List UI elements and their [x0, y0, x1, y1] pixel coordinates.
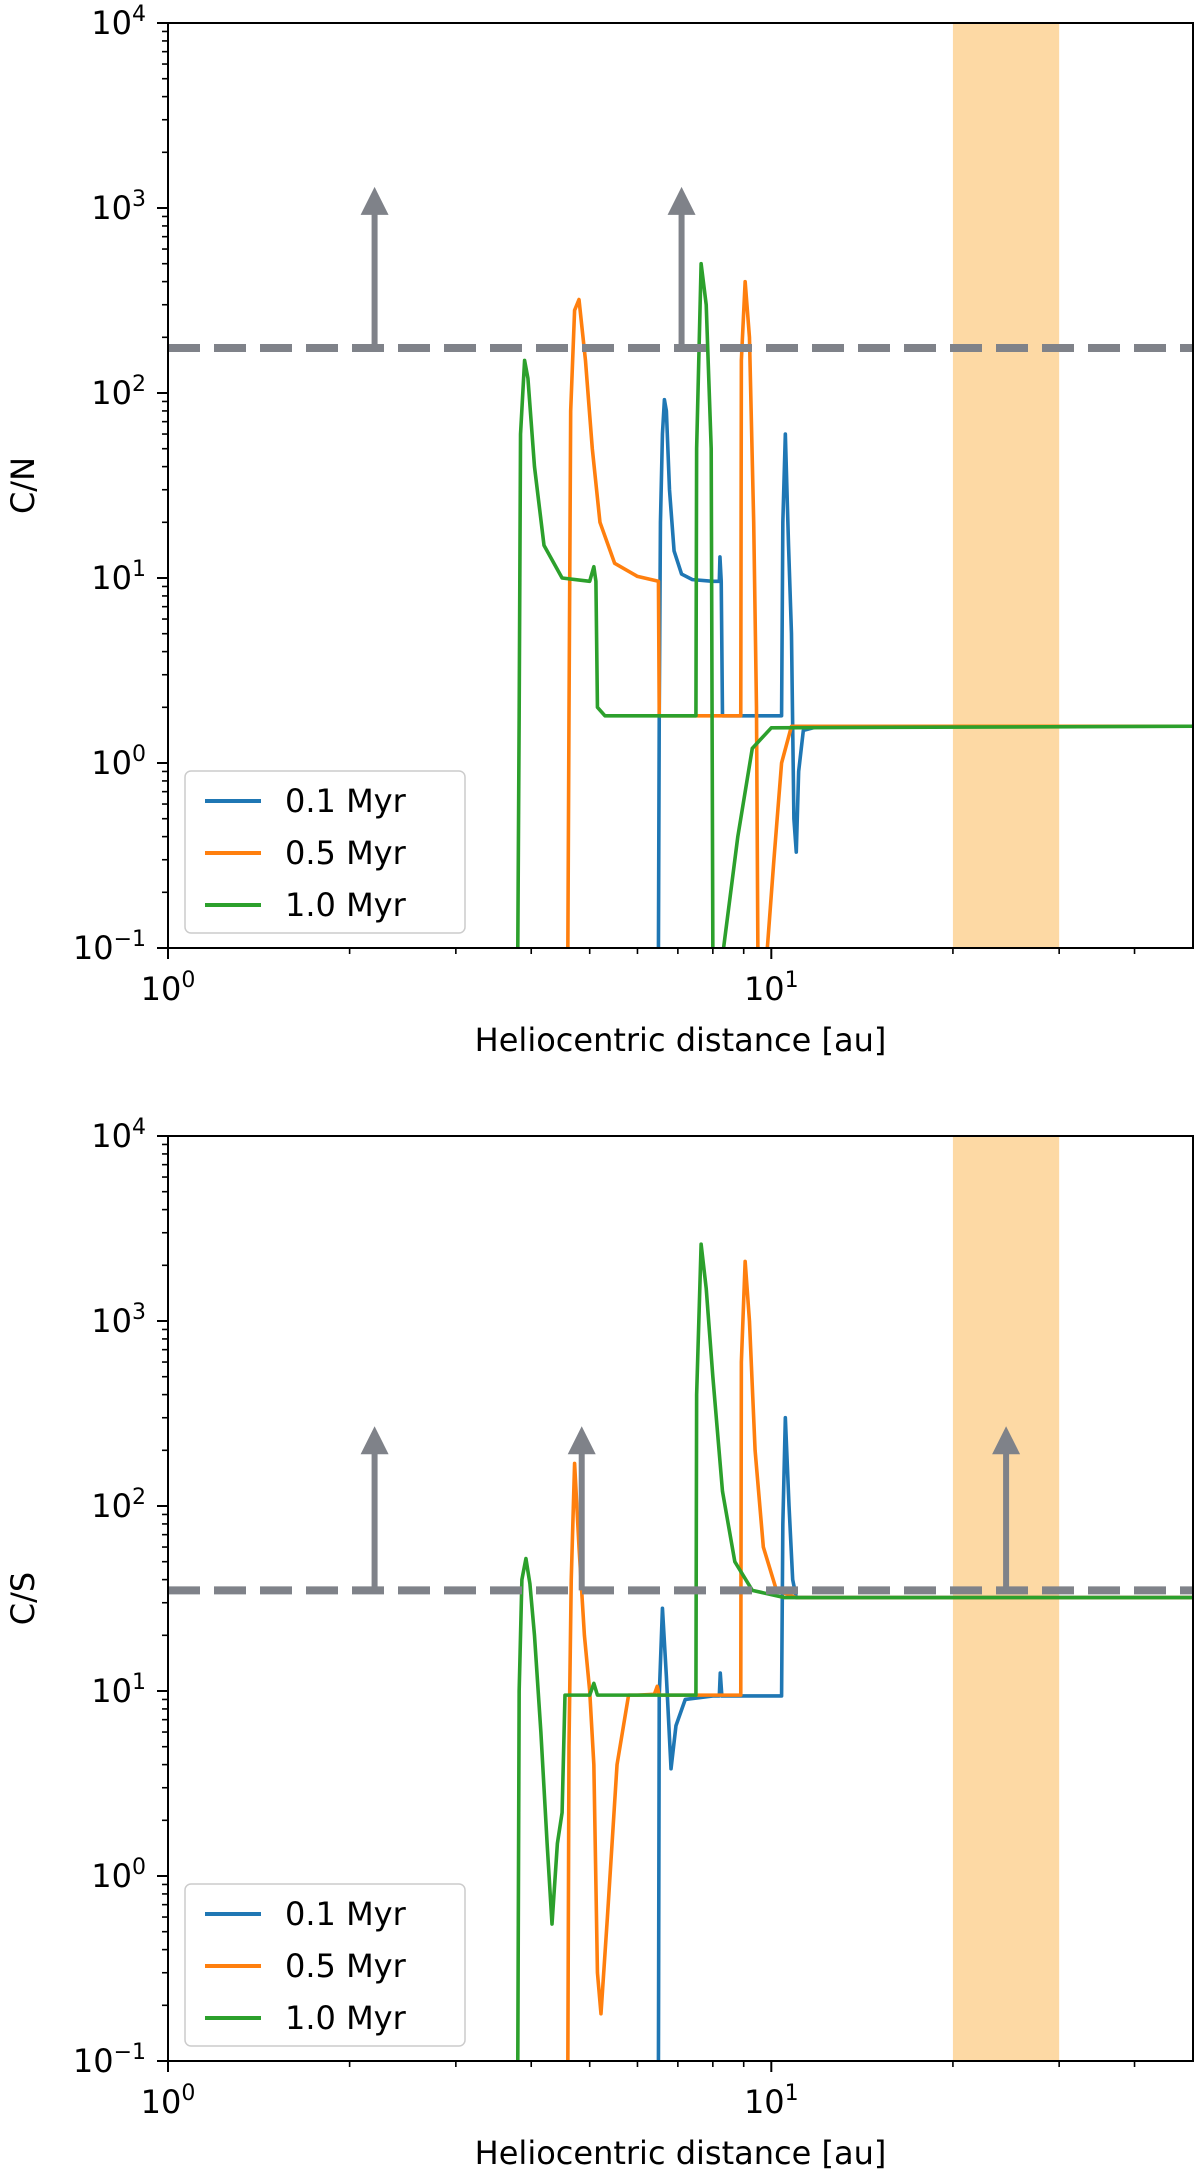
series-line-1: [566, 279, 1193, 948]
x-tick-label: 100: [141, 968, 196, 1008]
legend-label-2: 1.0 Myr: [285, 1999, 407, 2037]
series-line-2: [515, 261, 1193, 948]
plot-area: [168, 1136, 1193, 2061]
arrow-head-0: [360, 186, 389, 215]
x-tick-label: 100: [141, 2081, 196, 2121]
arrow-head-1: [667, 186, 696, 215]
y-tick-label: 100: [91, 742, 146, 782]
legend: 0.1 Myr 0.5 Myr 1.0 Myr: [184, 1883, 466, 2047]
y-tick-label: 104: [91, 2, 146, 42]
y-tick-label: 104: [91, 1115, 146, 1155]
shaded-band: [952, 23, 1060, 948]
axes-frame: [167, 22, 1194, 949]
legend-label-2: 1.0 Myr: [285, 886, 407, 924]
arrow-head-0: [360, 1426, 389, 1455]
legend-box: [184, 1883, 466, 2047]
x-tick-label: 101: [744, 968, 799, 1008]
arrow-head-1: [567, 1426, 596, 1455]
y-tick-label: 102: [91, 372, 146, 412]
y-tick-label: 10−1: [73, 2040, 146, 2080]
arrow-head-2: [992, 1426, 1021, 1455]
x-axis-label: Heliocentric distance [au]: [475, 1021, 887, 1059]
x-axis-label: Heliocentric distance [au]: [475, 2134, 887, 2172]
y-tick-label: 101: [91, 557, 146, 597]
plot-area: [168, 23, 1193, 948]
series-line-1: [566, 1259, 1193, 2061]
y-axis-label: C/S: [4, 1572, 42, 1625]
legend-box: [184, 770, 466, 934]
y-tick-label: 10−1: [73, 927, 146, 967]
y-axis-label: C/N: [4, 457, 42, 514]
axes-frame: [167, 1135, 1194, 2062]
legend-label-1: 0.5 Myr: [285, 1947, 407, 1985]
legend: 0.1 Myr 0.5 Myr 1.0 Myr: [184, 770, 466, 934]
y-tick-label: 101: [91, 1670, 146, 1710]
y-tick-label: 103: [91, 187, 146, 227]
y-tick-label: 103: [91, 1300, 146, 1340]
y-tick-label: 102: [91, 1485, 146, 1525]
legend-label-0: 0.1 Myr: [285, 782, 407, 820]
series-line-2: [515, 1242, 1193, 2061]
legend-label-1: 0.5 Myr: [285, 834, 407, 872]
series-line-0: [656, 1415, 1193, 2061]
legend-label-0: 0.1 Myr: [285, 1895, 407, 1933]
series-line-0: [656, 397, 1193, 948]
x-tick-label: 101: [744, 2081, 799, 2121]
y-tick-label: 100: [91, 1855, 146, 1895]
